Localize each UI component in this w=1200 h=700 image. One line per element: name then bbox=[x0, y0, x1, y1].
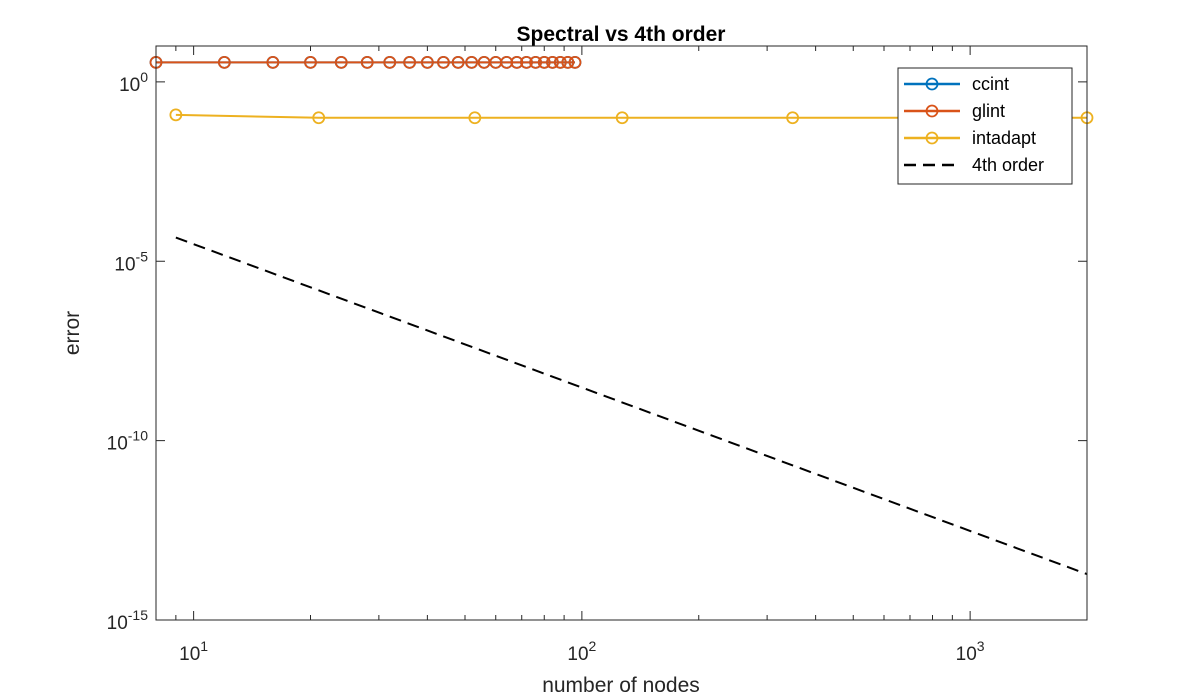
legend-marker bbox=[925, 131, 939, 145]
marker-layer bbox=[149, 55, 1094, 125]
series-point bbox=[537, 55, 551, 69]
legend-label: 4th order bbox=[972, 155, 1044, 175]
tick-exponent: -10 bbox=[128, 428, 148, 444]
series-point bbox=[360, 55, 374, 69]
series-point bbox=[615, 111, 629, 125]
y-tick-label: 10-15 bbox=[107, 607, 149, 634]
x-axis-label: number of nodes bbox=[542, 674, 700, 697]
tick-exponent: 2 bbox=[589, 638, 597, 654]
y-tick-label: 10-5 bbox=[114, 248, 148, 275]
tick-exponent: -5 bbox=[136, 248, 149, 264]
series-point bbox=[529, 55, 543, 69]
tick-base: 10 bbox=[119, 75, 140, 96]
series-point bbox=[217, 55, 231, 69]
axes-box bbox=[155, 45, 1088, 621]
tick-base: 10 bbox=[107, 613, 128, 634]
series-point bbox=[169, 108, 183, 122]
series-point bbox=[520, 55, 533, 69]
series-point bbox=[786, 111, 800, 125]
y-axis-label: error bbox=[61, 311, 84, 355]
legend: ccint glint intadapt 4th order bbox=[897, 67, 1073, 185]
x-tick-label: 103 bbox=[956, 638, 985, 665]
series-point bbox=[451, 55, 465, 69]
tick-exponent: 3 bbox=[977, 638, 985, 654]
legend-marker bbox=[925, 104, 939, 118]
series-point bbox=[420, 55, 434, 69]
y-tick-label: 10-10 bbox=[107, 428, 149, 455]
tick-exponent: 0 bbox=[140, 69, 148, 85]
series-point bbox=[510, 55, 524, 69]
legend-marker bbox=[925, 77, 939, 91]
series-point bbox=[312, 111, 326, 125]
legend-label: glint bbox=[972, 101, 1005, 121]
series-point bbox=[465, 55, 479, 69]
series-point bbox=[334, 55, 348, 69]
series-line-3 bbox=[175, 236, 1087, 576]
series-point bbox=[546, 55, 559, 69]
ticks bbox=[155, 46, 1088, 621]
tick-exponent: 1 bbox=[200, 638, 208, 654]
tick-base: 10 bbox=[107, 434, 128, 455]
legend-entries: ccint glint intadapt 4th order bbox=[904, 74, 1044, 175]
series-point bbox=[561, 55, 575, 69]
y-tick-label: 100 bbox=[119, 69, 148, 96]
tick-base: 10 bbox=[956, 644, 977, 665]
series-line-2 bbox=[175, 113, 1087, 119]
series-point bbox=[553, 55, 567, 69]
series-point bbox=[568, 55, 582, 69]
chart-title: Spectral vs 4th order bbox=[517, 23, 726, 46]
tick-base: 10 bbox=[114, 254, 135, 275]
legend-label: intadapt bbox=[972, 128, 1036, 148]
tick-exponent: -15 bbox=[128, 607, 148, 623]
series-point bbox=[383, 55, 397, 69]
series-point bbox=[468, 111, 482, 125]
series-point bbox=[403, 55, 417, 69]
x-tick-label: 101 bbox=[179, 638, 208, 665]
series-point bbox=[266, 55, 280, 69]
tick-base: 10 bbox=[179, 644, 200, 665]
series-point bbox=[304, 55, 317, 69]
legend-label: ccint bbox=[972, 74, 1009, 94]
tick-base: 10 bbox=[567, 644, 588, 665]
series-point bbox=[437, 55, 450, 69]
x-tick-label: 102 bbox=[567, 638, 596, 665]
